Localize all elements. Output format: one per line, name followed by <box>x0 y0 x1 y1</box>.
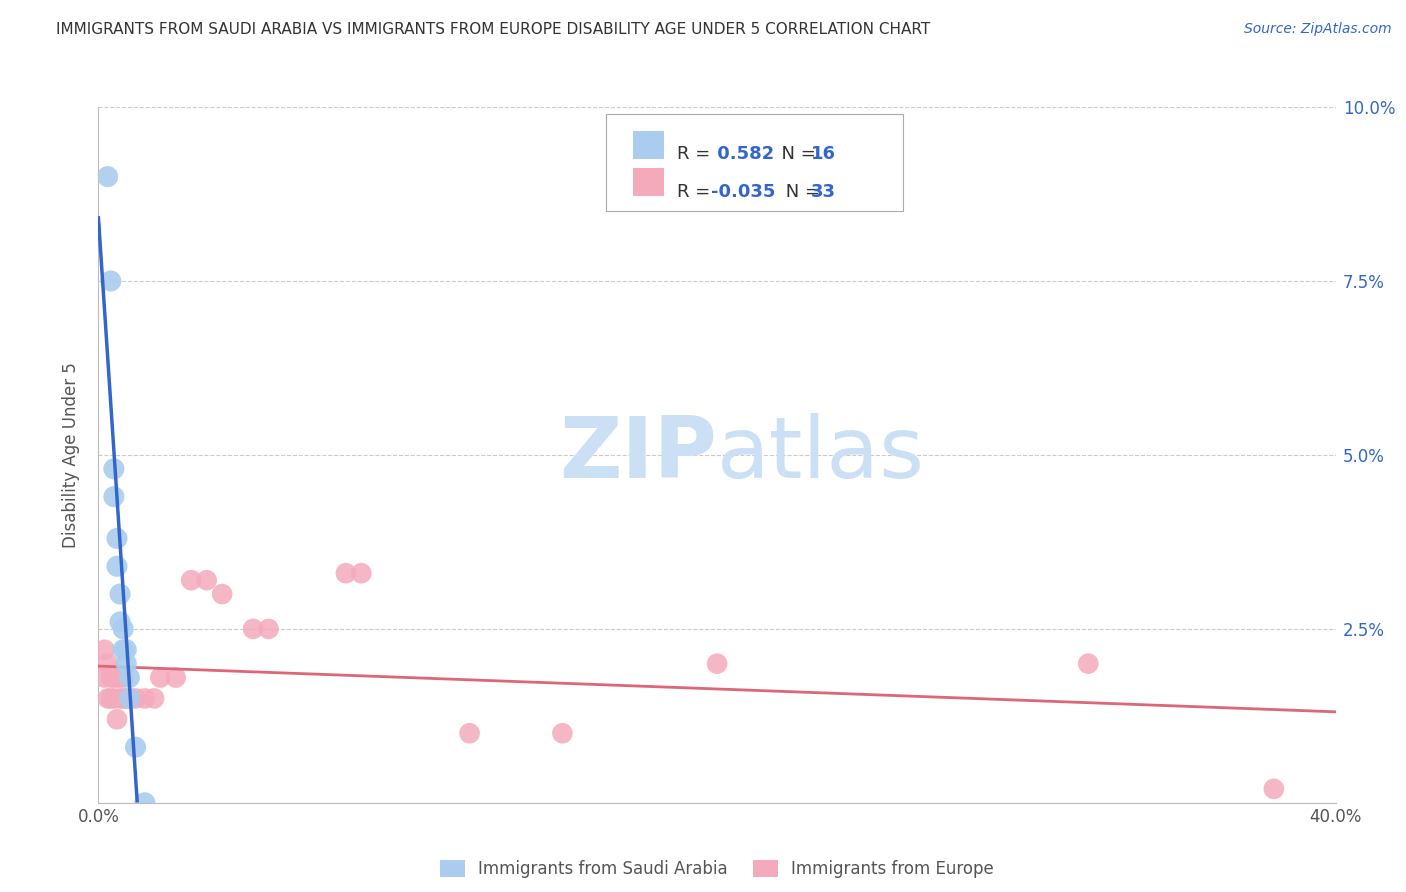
Point <box>118 691 141 706</box>
Point <box>134 796 156 810</box>
Point <box>103 462 125 476</box>
Point <box>105 712 128 726</box>
Point <box>551 726 574 740</box>
Text: 0.582: 0.582 <box>711 145 775 163</box>
Point <box>118 691 141 706</box>
Point <box>124 691 146 706</box>
FancyBboxPatch shape <box>606 114 903 211</box>
Text: R =: R = <box>678 183 717 201</box>
Point <box>211 587 233 601</box>
Point <box>124 740 146 755</box>
Point <box>108 615 131 629</box>
Point <box>165 671 187 685</box>
Point <box>195 573 218 587</box>
Point <box>115 642 138 657</box>
Point <box>112 642 135 657</box>
Text: N =: N = <box>770 145 821 163</box>
Legend: Immigrants from Saudi Arabia, Immigrants from Europe: Immigrants from Saudi Arabia, Immigrants… <box>433 854 1001 885</box>
Point <box>105 532 128 546</box>
Text: R =: R = <box>678 145 717 163</box>
Point <box>105 671 128 685</box>
Point <box>103 691 125 706</box>
Text: 16: 16 <box>811 145 837 163</box>
Point <box>100 691 122 706</box>
Text: N =: N = <box>780 183 825 201</box>
Point <box>706 657 728 671</box>
Point <box>335 566 357 581</box>
Text: -0.035: -0.035 <box>711 183 775 201</box>
Text: 33: 33 <box>811 183 837 201</box>
Text: atlas: atlas <box>717 413 925 497</box>
Point <box>93 671 115 685</box>
Point <box>257 622 280 636</box>
Y-axis label: Disability Age Under 5: Disability Age Under 5 <box>62 362 80 548</box>
Point <box>458 726 481 740</box>
Text: ZIP: ZIP <box>560 413 717 497</box>
Point <box>103 490 125 504</box>
Point <box>242 622 264 636</box>
Point <box>112 691 135 706</box>
Text: Source: ZipAtlas.com: Source: ZipAtlas.com <box>1244 22 1392 37</box>
Point <box>97 657 120 671</box>
Point <box>149 671 172 685</box>
Point <box>97 691 120 706</box>
Text: IMMIGRANTS FROM SAUDI ARABIA VS IMMIGRANTS FROM EUROPE DISABILITY AGE UNDER 5 CO: IMMIGRANTS FROM SAUDI ARABIA VS IMMIGRAN… <box>56 22 931 37</box>
Point <box>108 587 131 601</box>
Point <box>108 671 131 685</box>
Point <box>112 622 135 636</box>
Point <box>1263 781 1285 796</box>
Point <box>1077 657 1099 671</box>
Point <box>115 657 138 671</box>
Point <box>134 691 156 706</box>
Point <box>93 642 115 657</box>
Point <box>100 274 122 288</box>
Point <box>108 691 131 706</box>
Point <box>105 559 128 574</box>
Point <box>118 671 141 685</box>
Point <box>103 671 125 685</box>
FancyBboxPatch shape <box>633 131 664 159</box>
Point <box>112 671 135 685</box>
Point <box>350 566 373 581</box>
Point <box>180 573 202 587</box>
FancyBboxPatch shape <box>633 169 664 196</box>
Point <box>100 671 122 685</box>
Point <box>143 691 166 706</box>
Point <box>115 691 138 706</box>
Point <box>97 169 120 184</box>
